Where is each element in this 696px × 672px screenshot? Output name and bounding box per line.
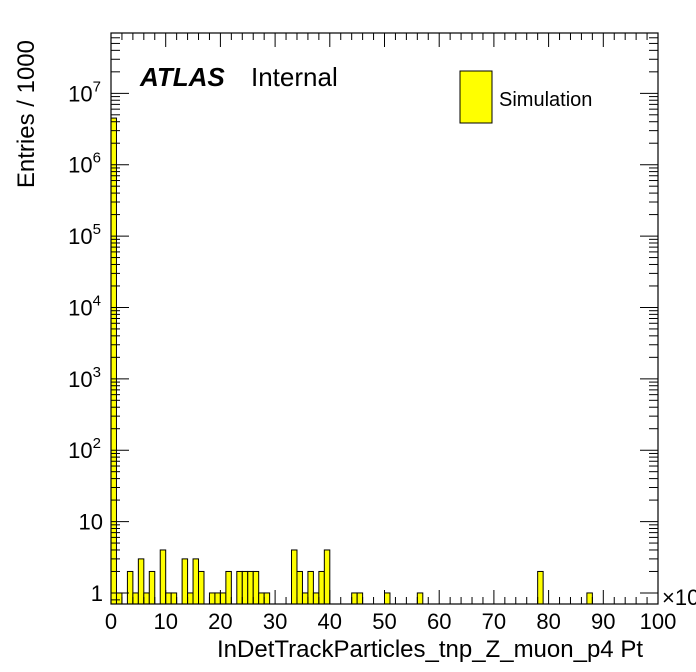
x-tick-label: 0 — [105, 609, 117, 634]
histogram-bar — [187, 592, 194, 605]
histogram-bar — [214, 592, 221, 605]
histogram-bar — [198, 570, 205, 605]
histogram-bar — [159, 549, 167, 605]
histogram-bar — [110, 117, 117, 605]
x-tick-label: 50 — [372, 609, 396, 634]
x-tick-label: 80 — [536, 609, 560, 634]
atlas-label: ATLAS — [139, 62, 225, 92]
x-axis-multiplier: ×10³ — [662, 585, 696, 610]
histogram-bar — [247, 570, 254, 605]
histogram-bar — [312, 592, 320, 605]
x-tick-label: 20 — [208, 609, 232, 634]
histogram-bar — [301, 592, 309, 605]
legend-swatch-simulation — [459, 70, 493, 124]
y-tick-label: 103 — [68, 364, 101, 392]
histogram-bar — [258, 592, 265, 605]
histogram-bar — [165, 592, 172, 605]
histogram-bar — [143, 592, 150, 605]
histogram-bar — [181, 558, 189, 605]
histogram-bar — [192, 558, 200, 605]
histogram-bar — [132, 592, 139, 605]
histogram-bar — [126, 570, 134, 605]
histogram-bar — [219, 592, 227, 605]
y-axis-title: Entries / 1000 — [13, 40, 40, 188]
y-tick-label: 106 — [68, 150, 101, 178]
legend: Simulation — [459, 70, 592, 124]
histogram-bar — [323, 549, 331, 605]
histogram-bar — [241, 570, 249, 605]
histogram-bar — [296, 570, 303, 605]
histogram-bar — [416, 592, 424, 605]
histogram-bar — [263, 592, 271, 605]
internal-label: Internal — [251, 62, 338, 92]
histogram-bar — [236, 570, 243, 605]
y-tick-label: 10 — [79, 510, 103, 535]
histogram-bar — [351, 592, 358, 605]
y-tick-label: 104 — [68, 292, 101, 320]
histogram-bar — [586, 592, 593, 605]
y-axis-ticks — [111, 32, 658, 601]
histogram-bar — [208, 592, 216, 605]
x-axis-title: InDetTrackParticles_tnp_Z_muon_p4 Pt — [217, 636, 643, 663]
y-tick-label: 105 — [68, 221, 101, 249]
histogram-bar — [356, 592, 364, 605]
histogram-bar — [170, 592, 178, 605]
histogram-bar — [137, 558, 145, 605]
y-tick-labels: 1 10 102 103 104 105 106 107 — [68, 78, 103, 606]
x-tick-labels: 0 10 20 30 40 50 60 70 80 90 100 — [105, 609, 676, 634]
x-tick-label: 40 — [318, 609, 342, 634]
x-axis-ticks — [110, 33, 659, 604]
legend-label-simulation: Simulation — [499, 89, 592, 111]
histogram-bar — [537, 570, 544, 605]
x-tick-label: 70 — [482, 609, 506, 634]
histogram-bar — [148, 570, 156, 605]
histogram-bar — [318, 570, 325, 605]
histogram-bar — [291, 549, 298, 605]
x-tick-label: 30 — [263, 609, 287, 634]
y-tick-label: 1 — [91, 581, 103, 606]
y-tick-label: 102 — [68, 435, 101, 463]
y-tick-label: 107 — [68, 78, 101, 106]
x-tick-label: 100 — [640, 609, 677, 634]
histogram-bar — [384, 592, 391, 605]
histogram-bar — [252, 570, 260, 605]
x-tick-label: 10 — [153, 609, 177, 634]
histogram-bar — [307, 570, 314, 605]
histogram-bar — [115, 592, 123, 605]
x-tick-label: 60 — [427, 609, 451, 634]
x-tick-label: 90 — [591, 609, 615, 634]
histogram-bar — [225, 570, 232, 605]
